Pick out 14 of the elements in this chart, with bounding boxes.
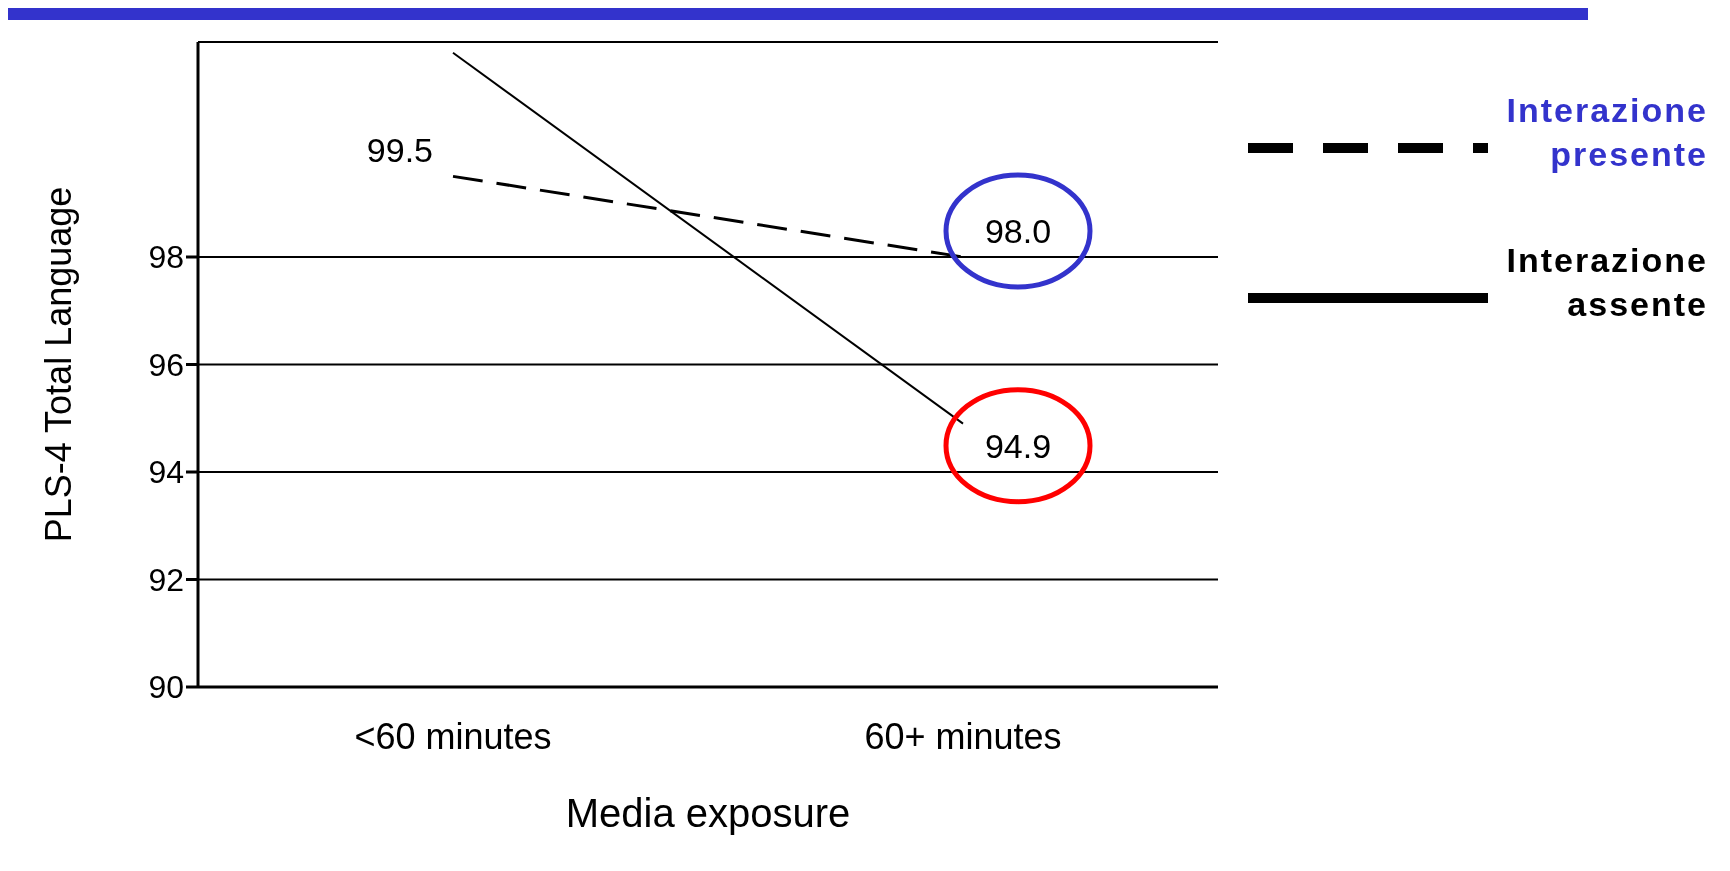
- y-tick-label: 94: [148, 454, 184, 491]
- data-label: 99.5: [366, 131, 433, 170]
- data-label: 94.9: [984, 426, 1052, 465]
- y-tick-label: 90: [148, 669, 184, 706]
- text: Interazione presente: [1505, 90, 1708, 175]
- y-axis-title: PLS-4 Total Language: [37, 186, 79, 543]
- text: Interazione assente: [1505, 240, 1708, 325]
- data-label: 98.0: [984, 211, 1052, 250]
- y-tick-label: 92: [148, 561, 184, 598]
- x-axis-title: Media exposure: [565, 791, 851, 835]
- y-tick-label: 96: [148, 346, 184, 383]
- x-tick-label: <60 minutes: [354, 715, 552, 757]
- x-tick-label: 60+ minutes: [864, 715, 1062, 757]
- y-tick-label: 98: [148, 239, 184, 276]
